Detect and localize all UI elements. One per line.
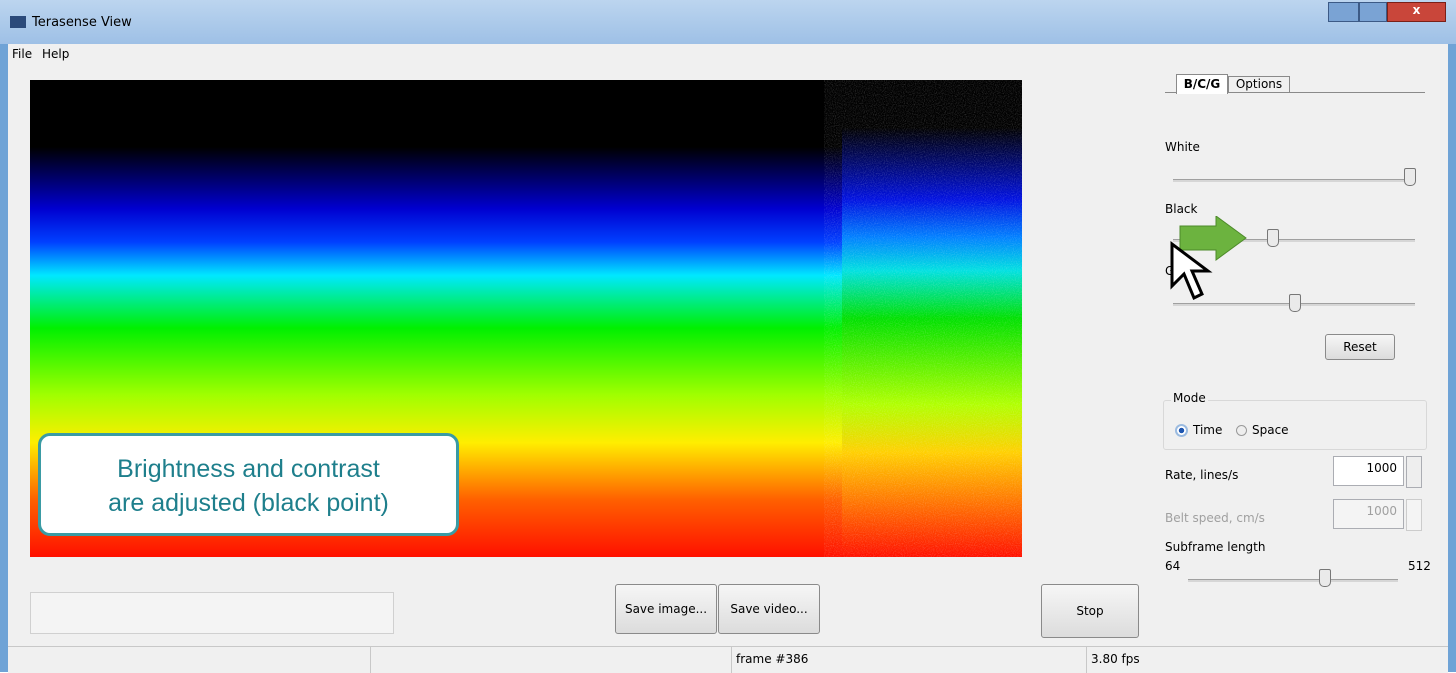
save-image-button[interactable]: Save image... bbox=[615, 584, 717, 634]
slider-label: Black bbox=[1165, 202, 1197, 216]
page: {"window": {"title": "Terasense View", "… bbox=[0, 0, 1456, 672]
callout-line: Brightness and contrast bbox=[41, 452, 456, 486]
window-controls: x bbox=[1328, 2, 1446, 22]
noise bbox=[842, 80, 1022, 557]
stop-button[interactable]: Stop bbox=[1041, 584, 1139, 638]
group-label: Mode bbox=[1171, 391, 1208, 405]
body: Terasense View x File Help bbox=[0, 0, 1456, 672]
app-icon bbox=[10, 16, 26, 28]
slider-label: White bbox=[1165, 140, 1200, 154]
radio-label: Space bbox=[1252, 423, 1289, 437]
info-box bbox=[30, 592, 394, 634]
status-cell bbox=[371, 647, 732, 673]
close-button[interactable]: x bbox=[1387, 2, 1446, 22]
window-title: Terasense View bbox=[32, 15, 132, 30]
frame-counter: frame #386 bbox=[732, 647, 1087, 673]
field-label: Subframe length bbox=[1165, 540, 1266, 554]
slider-thumb[interactable] bbox=[1404, 168, 1416, 186]
annotation-arrows bbox=[1168, 216, 1248, 306]
slider-thumb[interactable] bbox=[1289, 294, 1301, 312]
title-bar: Terasense View x bbox=[0, 0, 1456, 44]
spinner bbox=[1406, 499, 1422, 531]
field-label: Rate, lines/s bbox=[1165, 468, 1238, 482]
radio-label: Time bbox=[1193, 423, 1222, 437]
save-video-button[interactable]: Save video... bbox=[718, 584, 820, 634]
white-slider[interactable] bbox=[1173, 179, 1415, 182]
radio-time[interactable]: Time bbox=[1175, 423, 1222, 437]
menu-file[interactable]: File bbox=[12, 47, 32, 61]
client-area: File Help bbox=[8, 44, 1448, 672]
slider-min: 64 bbox=[1165, 559, 1180, 573]
cursor bbox=[1172, 244, 1208, 298]
callout-line: are adjusted (black point) bbox=[41, 486, 456, 520]
reset-button[interactable]: Reset bbox=[1325, 334, 1395, 360]
subframe-slider[interactable] bbox=[1188, 579, 1398, 582]
slider-max: 512 bbox=[1408, 559, 1431, 573]
slider-thumb[interactable] bbox=[1319, 569, 1331, 587]
radio-space[interactable]: Space bbox=[1236, 423, 1289, 437]
green-arrow bbox=[1180, 216, 1246, 260]
field-label: Belt speed, cm/s bbox=[1165, 511, 1265, 525]
status-cell bbox=[8, 647, 371, 673]
tab-options[interactable]: Options bbox=[1228, 76, 1290, 93]
belt-speed-input: 1000 bbox=[1333, 499, 1404, 529]
tab-bcg[interactable]: B/C/G bbox=[1176, 74, 1228, 94]
rate-input[interactable]: 1000 bbox=[1333, 456, 1404, 486]
slider-thumb[interactable] bbox=[1267, 229, 1279, 247]
minimize-button[interactable] bbox=[1328, 2, 1359, 22]
menu-help[interactable]: Help bbox=[42, 47, 69, 61]
status-bar: frame #386 3.80 fps bbox=[8, 646, 1448, 673]
maximize-button[interactable] bbox=[1359, 2, 1387, 22]
window: Terasense View x File Help bbox=[0, 0, 1456, 672]
fps: 3.80 fps bbox=[1087, 647, 1448, 673]
spinner[interactable] bbox=[1406, 456, 1422, 488]
callout: Brightness and contrast are adjusted (bl… bbox=[38, 433, 459, 536]
